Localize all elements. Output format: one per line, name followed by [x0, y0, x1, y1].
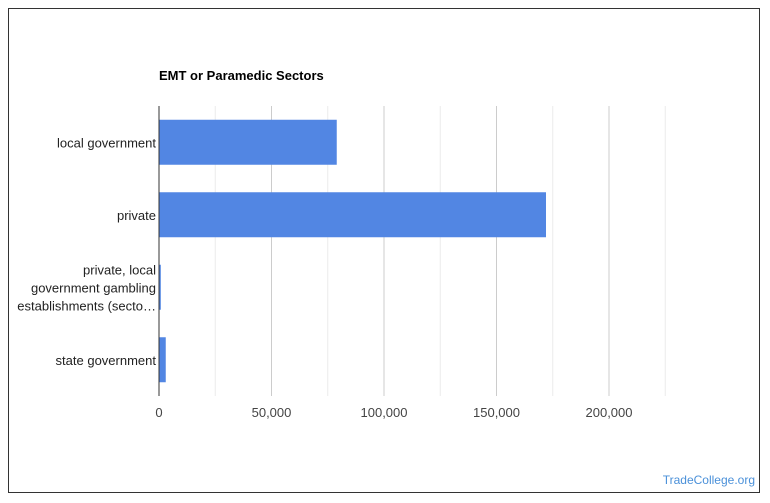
x-tick-label: 0: [155, 405, 162, 420]
x-tick-label: 200,000: [586, 405, 633, 420]
x-tick-label: 150,000: [473, 405, 520, 420]
bar-0[interactable]: [159, 119, 337, 165]
bar-2[interactable]: [159, 264, 161, 310]
chart-title: EMT or Paramedic Sectors: [159, 68, 324, 83]
x-tick-labels: 0 50,000 100,000 150,000 200,000: [155, 405, 632, 420]
category-labels: local government private private, local gov…: [17, 135, 156, 368]
category-label: government gambling: [31, 280, 156, 295]
category-label: state government: [56, 353, 157, 368]
bar-3[interactable]: [159, 337, 166, 383]
category-label: establishments (secto…: [17, 298, 156, 313]
x-tick-label: 50,000: [252, 405, 292, 420]
category-label: private, local: [83, 262, 156, 277]
bar-1[interactable]: [159, 192, 546, 238]
category-label: private: [117, 208, 156, 223]
category-label: local government: [57, 135, 156, 150]
bars: [159, 119, 546, 383]
x-tick-label: 100,000: [361, 405, 408, 420]
watermark[interactable]: TradeCollege.org: [662, 473, 755, 487]
gridlines: [214, 106, 666, 396]
